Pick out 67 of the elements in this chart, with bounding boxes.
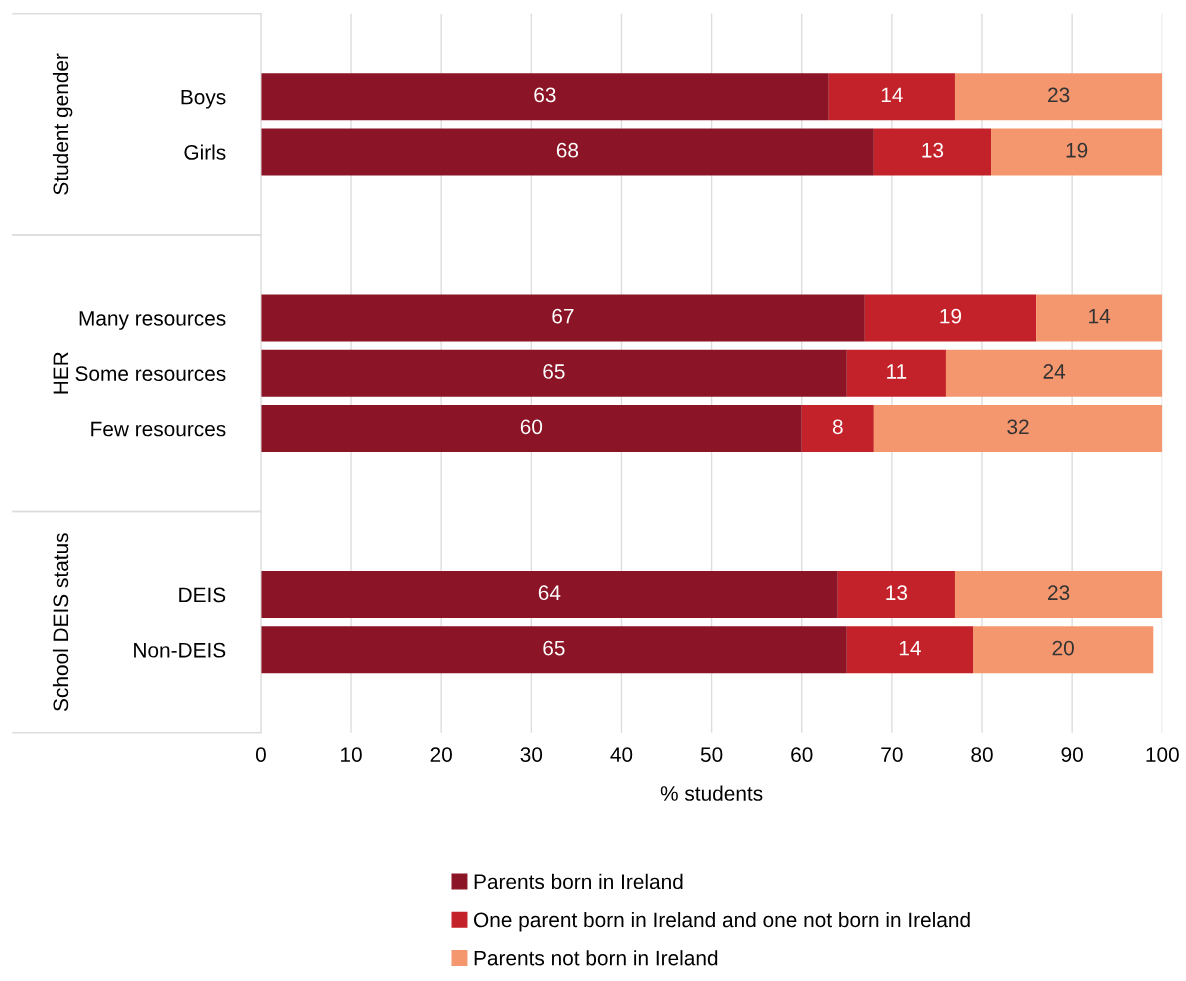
bar [972,626,1154,674]
bar [837,571,955,619]
legend-label: Parents born in Ireland [474,873,683,890]
y-tick-label: Boys [181,89,226,109]
data-label: 13 [886,585,908,601]
bar [260,128,874,176]
y-tick-label: Non-DEIS [134,642,226,658]
bar [260,73,829,121]
bar [260,349,847,397]
bar [260,294,865,342]
x-axis-title: % students [660,785,763,801]
bar [954,73,1163,121]
data-label: 14 [1089,309,1111,324]
data-label: 14 [881,87,903,103]
bar [260,626,847,674]
data-label: 23 [1048,87,1070,103]
data-label: 32 [1007,419,1029,435]
legend-label: Parents not born in Ireland [474,950,718,966]
x-tick-label: 70 [881,747,903,762]
bar [873,405,1163,453]
x-tick-label: 40 [610,747,633,762]
x-tick-label: 60 [791,747,813,762]
bar [991,128,1163,176]
x-tick-label: 10 [341,747,362,762]
bar [846,626,973,674]
y-tick-label: DEIS [179,587,226,603]
text: HER [53,352,69,394]
data-label: 64 [538,585,561,601]
data-label: 19 [1066,142,1088,158]
x-tick-label: 30 [520,747,543,762]
x-tick-label: 90 [1061,747,1083,762]
data-label: 11 [887,364,907,379]
data-label: 24 [1043,364,1066,379]
data-label: 65 [543,640,565,656]
data-label: 8 [832,419,843,435]
data-label: 19 [940,308,962,324]
data-label: 63 [534,87,556,103]
data-label: 68 [556,142,579,158]
bar [945,349,1163,397]
x-tick-label: 80 [971,747,993,762]
data-label: 23 [1048,585,1070,601]
data-label: 20 [1052,640,1074,656]
legend-label: One parent born in Ireland and one not born in Ireland [474,911,970,932]
bar [1036,294,1163,342]
y-tick-label: Few resources [91,421,226,437]
text: School DEIS status [52,533,69,711]
data-label: 60 [520,419,543,435]
y-tick-label: Some resources [75,366,226,382]
x-tick-label: 100 [1146,747,1179,762]
bar [828,73,955,121]
data-label: 67 [552,308,574,324]
bar [260,571,838,619]
y-tick-label: Girls [184,144,226,160]
bar [801,405,874,453]
data-label: 13 [922,142,944,158]
bar [873,128,992,176]
data-label: 65 [543,364,565,379]
bar [954,571,1163,619]
x-tick-label: 50 [700,747,723,762]
y-tick-label: Many resources [79,311,226,330]
bar [846,349,946,397]
x-tick-label: 20 [430,747,452,762]
data-label: 14 [899,640,921,656]
bar [260,405,802,453]
x-tick-label: 0 [255,747,266,762]
text: Student gender [52,53,73,195]
bar [864,294,1037,342]
